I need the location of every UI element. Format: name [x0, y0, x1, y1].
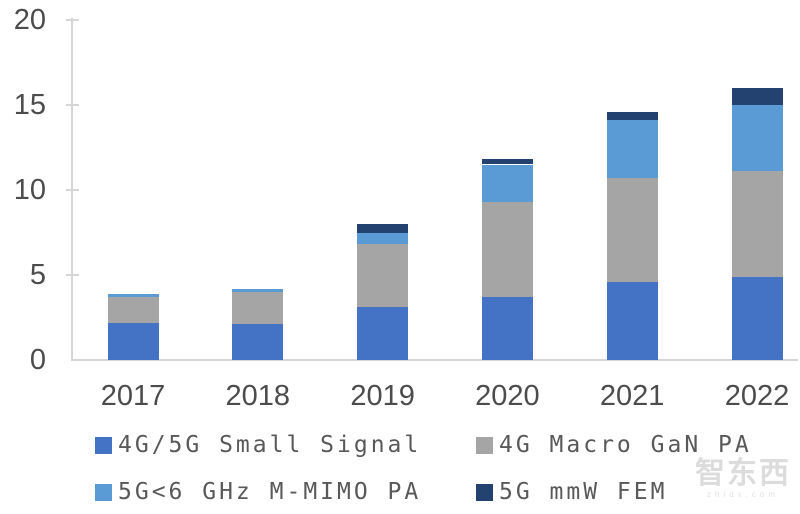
bar-segment	[606, 120, 658, 179]
legend: 4G/5G Small Signal 4G Macro GaN PA 5G<6 GH…	[95, 431, 752, 506]
bar-segment	[606, 178, 658, 282]
bar-segment	[357, 307, 409, 360]
legend-swatch	[476, 483, 493, 501]
legend-item: 4G/5G Small Signal	[95, 431, 476, 459]
bar-segment	[731, 171, 783, 277]
y-tick-mark	[66, 189, 79, 191]
legend-swatch	[95, 436, 112, 454]
bar-segment	[731, 105, 783, 172]
bar-segment	[481, 201, 533, 298]
bar-segment	[357, 244, 409, 308]
x-category-label: 2019	[350, 380, 415, 412]
bar-segment	[107, 293, 159, 298]
x-category-label: 2020	[475, 380, 540, 412]
legend-swatch	[476, 436, 493, 454]
bar-segment	[232, 288, 284, 292]
x-axis-line	[71, 359, 798, 361]
legend-label: 5G mmW FEM	[499, 479, 668, 505]
bar-segment	[731, 88, 783, 105]
bar-segment	[731, 276, 783, 360]
bar-segment	[606, 281, 658, 360]
y-tick-mark	[66, 274, 79, 276]
x-category-label: 2022	[724, 380, 790, 412]
bar-segment	[481, 164, 533, 202]
x-category-label: 2021	[599, 380, 665, 412]
y-tick-label: 10	[13, 174, 46, 206]
y-tick-mark	[66, 104, 79, 106]
bar-segment	[481, 159, 533, 165]
bar-segment	[606, 111, 658, 121]
y-tick-label: 20	[13, 4, 46, 36]
x-category-label: 2017	[100, 380, 166, 412]
x-category-label: 2018	[225, 380, 291, 412]
legend-swatch	[95, 483, 112, 501]
bar-segment	[481, 297, 533, 360]
y-tick-label: 5	[29, 259, 46, 291]
bar-segment	[232, 292, 284, 325]
legend-item: 5G<6 GHz M-MIMO PA	[95, 478, 476, 506]
legend-item: 5G mmW FEM	[476, 478, 752, 506]
y-tick-label: 15	[13, 89, 46, 121]
legend-item: 4G Macro GaN PA	[476, 431, 752, 459]
legend-label: 5G<6 GHz M-MIMO PA	[118, 479, 422, 505]
bar-segment	[107, 297, 159, 323]
legend-label: 4G Macro GaN PA	[499, 432, 752, 458]
bar-segment	[357, 232, 409, 245]
y-tick-label: 0	[29, 344, 46, 376]
bar-segment	[232, 324, 284, 360]
legend-label: 4G/5G Small Signal	[118, 432, 422, 458]
y-tick-mark	[66, 19, 79, 21]
bar-segment	[357, 224, 409, 233]
bar-segment	[107, 322, 159, 360]
